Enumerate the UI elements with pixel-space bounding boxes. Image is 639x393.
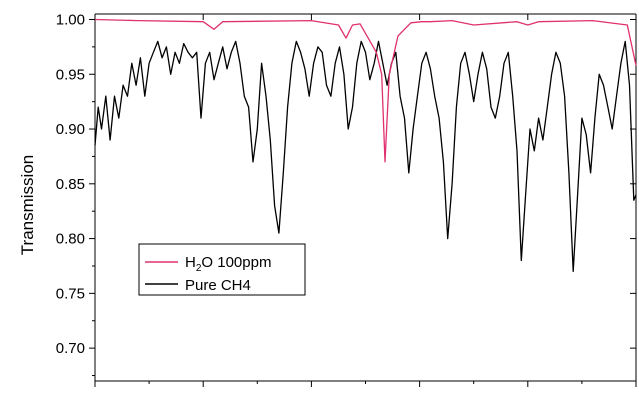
legend-label-h2o: H2O 100ppm	[185, 254, 271, 274]
legend-box	[138, 243, 306, 296]
series-line-0	[94, 18, 637, 163]
series-line-1	[94, 40, 637, 273]
y-tick-label-2: 0.90	[56, 121, 85, 138]
y-tick-label-5: 0.75	[56, 285, 85, 302]
legend: H2O 100ppm Pure CH4	[138, 243, 306, 296]
y-tick-label-0: 1.00	[56, 11, 85, 28]
y-tick-label-1: 0.95	[56, 66, 85, 83]
y-axis-title: Transmission	[18, 155, 37, 255]
y-tick-label-6: 0.70	[56, 340, 85, 357]
y-tick-label-3: 0.85	[56, 176, 85, 193]
y-tick-label-4: 0.80	[56, 231, 85, 248]
legend-label-ch4: Pure CH4	[185, 277, 251, 294]
